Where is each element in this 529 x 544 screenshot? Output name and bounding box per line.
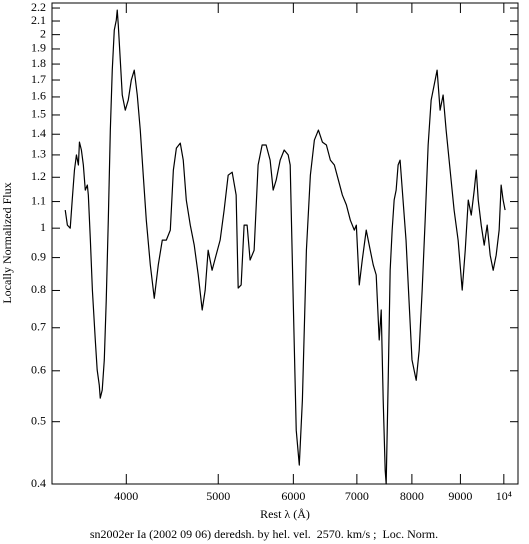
- y-tick-label: 0.8: [31, 282, 46, 296]
- y-tick-label: 0.5: [31, 413, 46, 427]
- y-tick-label: 1.1: [31, 193, 46, 207]
- x-tick-label: 5000: [206, 489, 230, 503]
- y-tick-label: 2.1: [31, 13, 46, 27]
- y-tick-label: 2: [40, 26, 46, 40]
- y-axis-label: Locally Normalized Flux: [0, 182, 14, 303]
- y-tick-label: 2.2: [31, 0, 46, 14]
- plot-frame: [51, 2, 519, 485]
- x-tick-label: 10⁴: [496, 489, 512, 503]
- x-axis-label: Rest λ (Å): [260, 507, 310, 521]
- x-tick-label: 6000: [281, 489, 305, 503]
- y-tick-label: 1.2: [31, 169, 46, 183]
- y-tick-label: 1.4: [31, 126, 46, 140]
- y-tick-label: 1.6: [31, 89, 46, 103]
- x-tick-label: 8000: [400, 489, 424, 503]
- y-tick-label: 0.9: [31, 249, 46, 263]
- y-tick-label: 1.8: [31, 56, 46, 70]
- y-tick-label: 1.7: [31, 72, 46, 86]
- y-tick-label: 1.9: [31, 41, 46, 55]
- spectrum-line: [64, 9, 506, 485]
- x-tick-label: 9000: [448, 489, 472, 503]
- y-tick-label: 0.6: [31, 363, 46, 377]
- x-tick-label: 4000: [114, 489, 138, 503]
- y-tick-label: 0.7: [31, 320, 46, 334]
- chart-title: sn2002er Ia (2002 09 06) deredsh. by hel…: [90, 527, 438, 541]
- y-tick-label: 1.3: [31, 147, 46, 161]
- y-tick-label: 1.5: [31, 107, 46, 121]
- x-tick-label: 7000: [345, 489, 369, 503]
- y-tick-label: 0.4: [31, 476, 46, 490]
- y-tick-label: 1: [40, 220, 46, 234]
